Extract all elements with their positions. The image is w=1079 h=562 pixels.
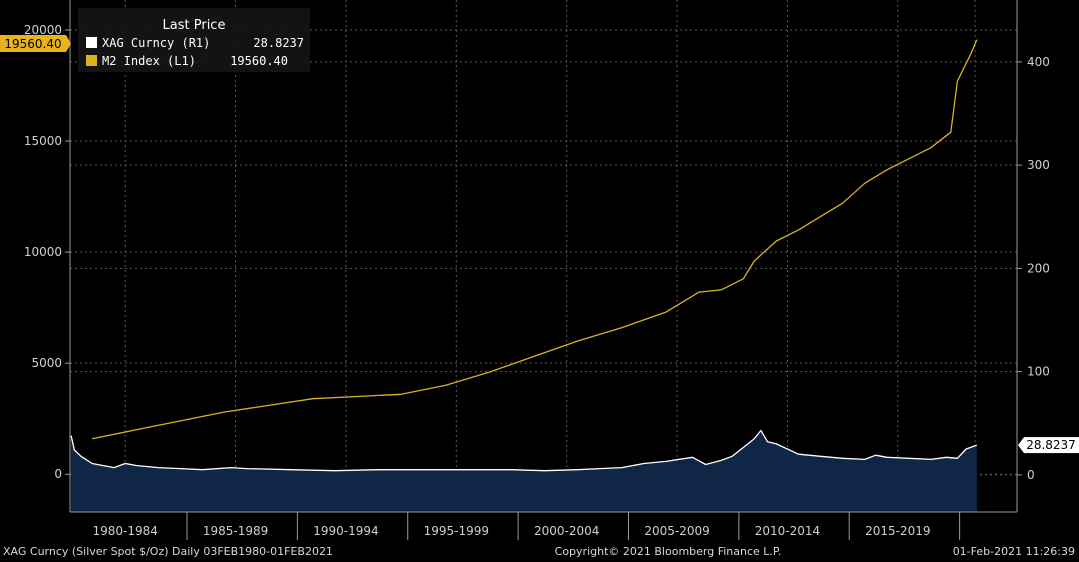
right-tick-label-1: 100 [1027, 365, 1050, 379]
x-label-3: 1995-1999 [424, 524, 489, 538]
left-tick-label-3: 15000 [24, 134, 62, 148]
x-label-0: 1980-1984 [92, 524, 157, 538]
legend-value-silver: 28.8237 [253, 36, 304, 50]
footer-series-info: XAG Curncy (Silver Spot $/Oz) Daily 03FE… [3, 545, 333, 558]
legend-swatch-m2 [86, 55, 97, 66]
legend-box [78, 8, 310, 72]
x-axis-ticks: 1980-1984 1985-1989 1990-1994 1995-1999 2000… [92, 512, 961, 540]
left-tag-value: 19560.40 [4, 37, 61, 51]
left-tick-label-2: 10000 [24, 245, 62, 259]
left-tick-label-0: 0 [54, 467, 62, 481]
right-tag-bg [1024, 437, 1079, 454]
footer-timestamp: 01-Feb-2021 11:26:39 [953, 545, 1075, 558]
x-label-5: 2005-2009 [644, 524, 709, 538]
legend-label-m2: M2 Index (L1) [102, 54, 196, 68]
gridlines [70, 0, 1017, 512]
series-lines [70, 39, 978, 472]
right-tag-value: 28.8237 [1026, 438, 1076, 452]
legend-value-m2: 19560.40 [230, 54, 288, 68]
right-axis-ticks: 0 100 200 300 400 [1017, 55, 1050, 482]
axes [69, 0, 1018, 513]
legend-title: Last Price [163, 18, 226, 33]
silver-area-fill [71, 430, 977, 512]
left-last-value-tag: 19560.40 [0, 35, 71, 52]
x-label-6: 2010-2014 [755, 524, 820, 538]
silver-price-line [70, 429, 978, 472]
x-label-7: 2015-2019 [865, 524, 930, 538]
x-label-4: 2000-2004 [534, 524, 599, 538]
footer-copyright: Copyright© 2021 Bloomberg Finance L.P. [555, 545, 782, 558]
right-tick-label-0: 0 [1027, 468, 1035, 482]
right-tick-label-3: 300 [1027, 158, 1050, 172]
right-last-value-tag: 28.8237 [1018, 437, 1079, 454]
right-tag-arrow [1018, 437, 1024, 454]
legend-label-silver: XAG Curncy (R1) [102, 36, 210, 50]
left-axis-ticks: 0 5000 10000 15000 20000 [24, 23, 70, 481]
left-tick-label-1: 5000 [31, 356, 62, 370]
m2-index-line [91, 39, 978, 440]
left-tick-label-4: 20000 [24, 23, 62, 37]
x-label-1: 1985-1989 [203, 524, 268, 538]
right-tick-label-4: 400 [1027, 55, 1050, 69]
x-label-2: 1990-1994 [313, 524, 378, 538]
left-tag-bg [0, 35, 66, 52]
silver-area [71, 430, 977, 512]
right-tick-label-2: 200 [1027, 261, 1050, 275]
legend: Last Price XAG Curncy (R1) 28.8237 M2 In… [78, 8, 310, 72]
left-tag-arrow [66, 35, 71, 52]
legend-swatch-silver [86, 37, 97, 48]
